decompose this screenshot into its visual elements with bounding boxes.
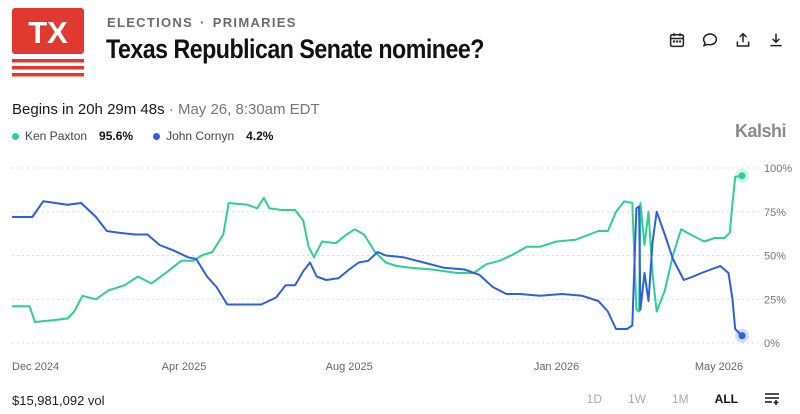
series-line-cornyn [12,200,743,337]
legend-item-cornyn[interactable]: John Cornyn 4.2% [153,129,273,143]
state-logo: TX [12,8,84,77]
comment-icon [702,33,718,47]
legend-item-paxton[interactable]: Ken Paxton 95.6% [12,129,133,143]
y-tick-label: 100% [764,163,792,175]
x-tick-label: Dec 2024 [12,361,59,373]
legend-value: 95.6% [99,129,134,143]
page-title: Texas Republican Senate nominee? [106,34,484,64]
price-chart[interactable]: 0% 25% 50% 75% 100% Dec 2024 Apr 2025 Aug 2025 J… [0,150,800,380]
volume-label: $15,981,092 vol [12,393,105,408]
y-tick-label: 75% [764,207,786,219]
comment-button[interactable] [700,30,720,50]
share-icon [736,32,750,47]
legend-dot-icon [153,132,161,140]
x-tick-label: Apr 2025 [162,361,207,373]
range-1d[interactable]: 1D [586,392,602,406]
countdown-separator: · [168,101,174,118]
countdown: Begins in 20h 29m 48s · May 26, 8:30am E… [12,101,320,118]
share-button[interactable] [733,30,753,50]
y-tick-label: 50% [764,251,786,263]
y-tick-label: 0% [764,338,780,350]
x-tick-label: Jan 2026 [534,361,579,373]
x-tick-label: May 2026 [695,361,743,373]
state-logo-text: TX [28,15,68,50]
time-range-selector: 1D 1W 1M ALL [587,392,780,406]
legend-value: 4.2% [246,129,274,143]
range-all[interactable]: ALL [714,392,738,406]
category-primaries[interactable]: PRIMARIES [212,15,297,30]
countdown-label: Begins in 20h 29m 48s [12,101,165,118]
range-1m[interactable]: 1M [672,392,689,406]
category-elections[interactable]: ELECTIONS [107,15,194,30]
chart-legend: Ken Paxton 95.6% John Cornyn 4.2% [12,129,273,143]
endpoint-marker [738,332,746,340]
category-breadcrumb: ELECTIONS · PRIMARIES [107,15,297,30]
series-line-paxton [12,174,743,323]
x-tick-label: Aug 2025 [326,361,373,373]
download-icon [770,33,782,47]
top-actions [667,30,786,50]
calendar-icon [669,33,685,48]
legend-dot-icon [12,132,19,140]
download-button[interactable] [766,30,786,50]
legend-name: John Cornyn [166,129,235,143]
filter-list-icon[interactable] [764,392,780,406]
category-separator: · [200,15,206,30]
y-tick-label: 25% [764,294,786,306]
countdown-datetime: May 26, 8:30am EDT [177,101,320,118]
range-1w[interactable]: 1W [628,392,646,406]
calendar-button[interactable] [667,30,687,50]
endpoint-marker [738,172,746,180]
kalshi-logo: Kalshi [734,121,787,141]
legend-name: Ken Paxton [25,129,88,143]
